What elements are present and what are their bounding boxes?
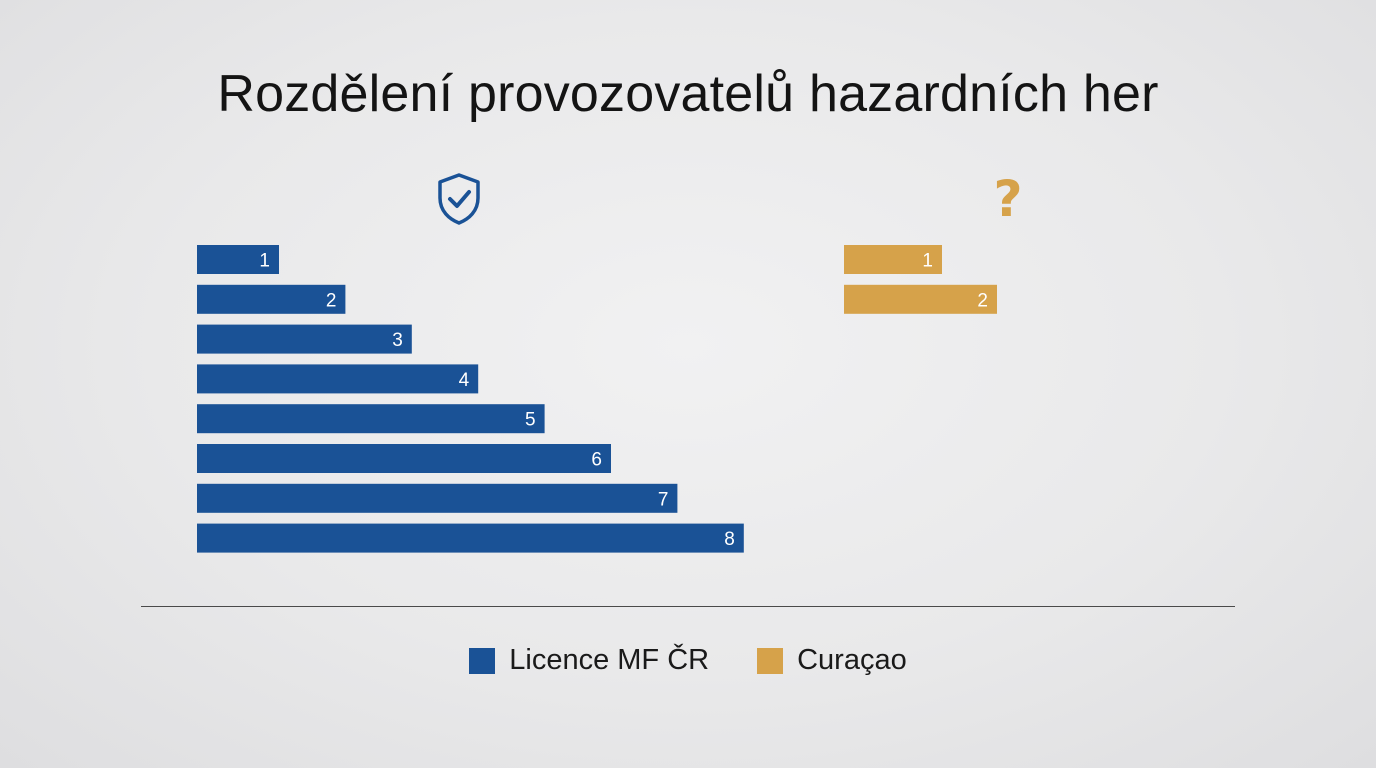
chart-title: Rozdělení provozovatelů hazardních her [217, 65, 1159, 123]
bar-licence-4 [197, 364, 479, 394]
legend-label-curacao: Curaçao [797, 644, 907, 676]
bar-label-licence-8: 8 [724, 529, 735, 550]
bar-label-curacao-2: 2 [977, 290, 988, 311]
bar-label-curacao-1: 1 [922, 251, 933, 272]
bar-label-licence-1: 1 [259, 251, 270, 272]
legend-item-licence: Licence MF ČR [469, 644, 709, 677]
axis-baseline [141, 606, 1235, 607]
legend-label-licence: Licence MF ČR [509, 644, 710, 676]
bar-licence-7 [197, 483, 678, 513]
legend-swatch-licence [469, 647, 496, 674]
bar-label-licence-2: 2 [326, 290, 337, 311]
bar-label-licence-3: 3 [392, 330, 403, 351]
bar-licence-6 [197, 444, 611, 473]
shield-check-icon [438, 173, 480, 225]
legend-swatch-curacao [757, 647, 784, 674]
bar-curacao-2 [844, 284, 997, 314]
bar-licence-8 [197, 523, 744, 553]
bar-label-licence-6: 6 [591, 450, 602, 471]
bar-label-licence-4: 4 [459, 370, 470, 391]
question-mark-icon: ? [993, 170, 1023, 228]
bar-label-licence-5: 5 [525, 410, 536, 431]
bar-licence-1 [197, 245, 279, 274]
bar-licence-2 [197, 284, 346, 314]
legend: Licence MF ČR Curaçao [0, 644, 1376, 677]
bar-licence-3 [197, 324, 412, 354]
bar-label-licence-7: 7 [658, 489, 669, 510]
legend-item-curacao: Curaçao [757, 644, 907, 677]
bar-curacao-1 [844, 245, 942, 274]
bar-licence-5 [197, 404, 545, 434]
